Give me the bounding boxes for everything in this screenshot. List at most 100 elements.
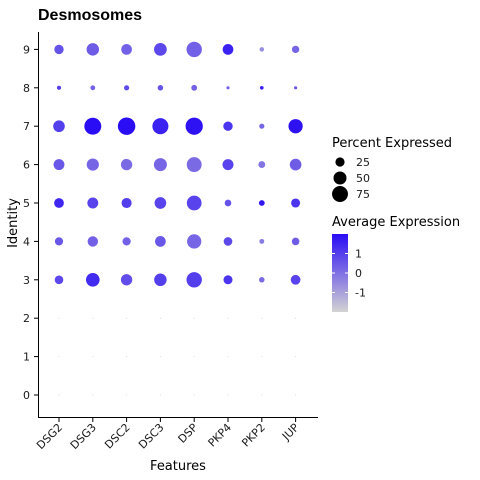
dot-dsp-identity-4 bbox=[187, 234, 202, 249]
dot-pkp2-identity-0 bbox=[261, 394, 263, 396]
dot-dsc3-identity-3 bbox=[154, 273, 167, 287]
y-tick-label: 7 bbox=[23, 120, 30, 133]
y-tick-label: 2 bbox=[23, 312, 30, 325]
dot-pkp2-identity-1 bbox=[261, 356, 263, 358]
dot-dsc2-identity-2 bbox=[126, 317, 128, 319]
dot-pkp4-identity-4 bbox=[223, 237, 233, 246]
x-axis-label: Features bbox=[150, 459, 206, 474]
colorbar bbox=[332, 234, 348, 312]
dot-dsc3-identity-2 bbox=[159, 317, 161, 319]
dot-dsp-identity-2 bbox=[193, 317, 195, 319]
dot-pkp4-identity-5 bbox=[224, 199, 232, 207]
colorbar-label: 0 bbox=[355, 267, 362, 280]
x-axis-ticks: DSG2 DSG3 DSC2 DSC3 DSP PKP4 PKP2 JUP bbox=[34, 418, 302, 452]
dot-dsg2-identity-0 bbox=[58, 394, 60, 396]
dot-dsg3-identity-7 bbox=[84, 117, 102, 135]
dot-dsc2-identity-5 bbox=[121, 197, 132, 209]
dot-pkp4-identity-2 bbox=[227, 317, 229, 319]
y-tick-label: 0 bbox=[23, 389, 30, 402]
size-legend: Percent Expressed 25 50 75 bbox=[332, 136, 452, 202]
size-legend-title: Percent Expressed bbox=[332, 136, 452, 151]
dot-pkp4-identity-9 bbox=[222, 44, 234, 55]
dot-pkp2-identity-2 bbox=[261, 317, 263, 319]
size-legend-label: 50 bbox=[356, 172, 370, 185]
dot-dsg3-identity-8 bbox=[90, 85, 96, 91]
dot-pkp2-identity-8 bbox=[259, 85, 264, 90]
dot-pkp2-identity-4 bbox=[259, 238, 265, 244]
dot-jup-identity-1 bbox=[295, 356, 297, 358]
x-tick-label: PKP2 bbox=[239, 421, 268, 450]
dot-jup-identity-0 bbox=[295, 394, 297, 396]
x-tick-label: DSG3 bbox=[68, 421, 99, 452]
size-legend-label: 25 bbox=[356, 156, 370, 169]
dot-pkp2-identity-5 bbox=[258, 200, 265, 206]
dot-dsp-identity-5 bbox=[186, 195, 202, 211]
dot-dsg2-identity-4 bbox=[54, 237, 64, 246]
color-legend-title: Average Expression bbox=[332, 215, 460, 230]
dot-pkp2-identity-9 bbox=[259, 47, 265, 52]
dot-jup-identity-6 bbox=[289, 158, 302, 171]
dot-pkp4-identity-0 bbox=[227, 394, 229, 396]
dot-dsg2-identity-9 bbox=[54, 44, 64, 55]
dot-dsg3-identity-3 bbox=[85, 272, 100, 287]
x-tick-label: JUP bbox=[279, 421, 302, 444]
dot-jup-identity-3 bbox=[290, 274, 301, 285]
dot-jup-identity-4 bbox=[291, 237, 300, 246]
dot-pkp2-identity-3 bbox=[259, 277, 265, 283]
dot-pkp4-identity-7 bbox=[223, 121, 233, 131]
dot-dsc3-identity-8 bbox=[157, 85, 164, 91]
x-tick-label: DSC3 bbox=[136, 421, 167, 452]
dot-dsc2-identity-1 bbox=[126, 356, 128, 358]
size-legend-dot bbox=[332, 186, 348, 202]
y-tick-label: 9 bbox=[23, 43, 30, 56]
dot-dsg3-identity-4 bbox=[87, 236, 99, 247]
chart-title: Desmosomes bbox=[38, 7, 142, 24]
dot-dsc3-identity-0 bbox=[159, 394, 161, 396]
dot-jup-identity-2 bbox=[295, 317, 297, 319]
y-tick-label: 1 bbox=[23, 351, 30, 364]
y-tick-label: 4 bbox=[23, 235, 30, 248]
y-tick-label: 5 bbox=[23, 197, 30, 210]
dot-jup-identity-8 bbox=[294, 86, 298, 90]
dot-dsp-identity-8 bbox=[191, 84, 198, 91]
dot-pkp2-identity-7 bbox=[259, 123, 265, 129]
dot-dsc3-identity-1 bbox=[159, 356, 161, 358]
dot-dsg2-identity-5 bbox=[54, 198, 64, 208]
dot-dsc3-identity-7 bbox=[152, 118, 169, 135]
dot-dsp-identity-7 bbox=[185, 117, 203, 135]
dot-jup-identity-5 bbox=[291, 198, 301, 208]
dot-dsg2-identity-6 bbox=[53, 159, 65, 171]
dot-dsg3-identity-5 bbox=[87, 197, 99, 209]
dot-dsc2-identity-8 bbox=[124, 85, 130, 91]
x-tick-label: DSP bbox=[176, 421, 201, 446]
x-tick-label: DSG2 bbox=[34, 421, 65, 452]
y-tick-label: 8 bbox=[23, 82, 30, 95]
dot-dsp-identity-1 bbox=[193, 356, 195, 358]
dot-pkp4-identity-1 bbox=[227, 356, 229, 358]
y-tick-label: 3 bbox=[23, 274, 30, 287]
size-legend-dot bbox=[333, 171, 347, 185]
dot-dsg2-identity-3 bbox=[54, 275, 64, 285]
dot-dsc2-identity-9 bbox=[121, 44, 132, 55]
dot-dsp-identity-3 bbox=[186, 272, 202, 288]
dot-dsc2-identity-6 bbox=[120, 158, 133, 171]
dot-dsg2-identity-7 bbox=[53, 120, 65, 133]
dot-dsg3-identity-0 bbox=[92, 394, 94, 396]
dot-dsc3-identity-5 bbox=[154, 197, 167, 209]
y-tick-label: 6 bbox=[23, 159, 30, 172]
dot-dsp-identity-9 bbox=[186, 41, 202, 58]
y-axis-ticks: 0 1 2 3 4 5 6 7 8 9 bbox=[23, 43, 38, 402]
dot-dsg3-identity-1 bbox=[92, 356, 94, 358]
dot-pkp4-identity-6 bbox=[222, 159, 234, 171]
dot-dsp-identity-6 bbox=[186, 157, 202, 173]
dot-dsg3-identity-9 bbox=[86, 43, 100, 56]
dot-dsg2-identity-2 bbox=[58, 317, 60, 319]
dot-dsg3-identity-6 bbox=[86, 158, 99, 171]
dot-dsg2-identity-1 bbox=[58, 356, 60, 358]
dot-jup-identity-9 bbox=[291, 45, 300, 54]
size-legend-label: 75 bbox=[356, 188, 370, 201]
dot-dsc3-identity-4 bbox=[155, 236, 166, 247]
dot-dsc2-identity-4 bbox=[122, 237, 131, 246]
dot-dsc2-identity-7 bbox=[117, 117, 136, 135]
